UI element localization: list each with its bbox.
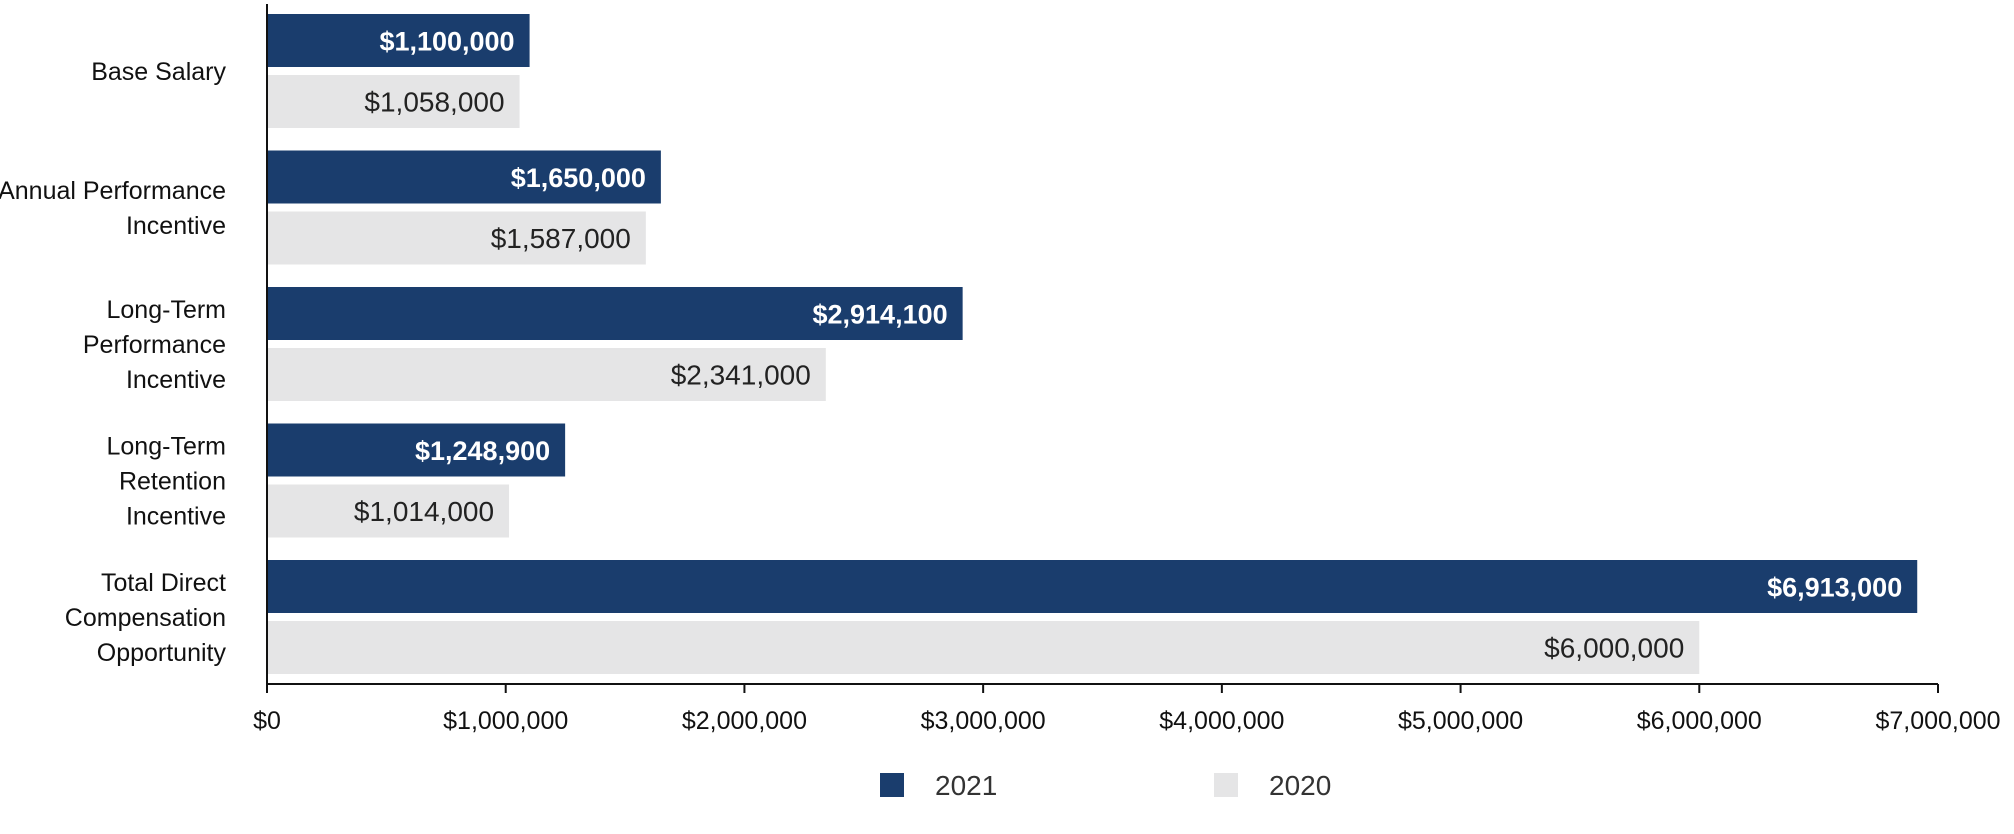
x-tick-label: $5,000,000 [1398,707,1523,735]
bar-2020-0 [267,75,520,128]
bar-2021-1 [267,150,661,204]
category-label-line: Base Salary [91,58,226,86]
x-tick-label: $6,000,000 [1637,707,1762,735]
bar-value-label-2021-2: $2,914,100 [812,300,947,330]
bar-2021-3 [267,423,566,477]
legend-swatch-2021 [880,773,904,797]
bar-2020-3 [267,484,510,538]
bar-value-label-2021-1: $1,650,000 [511,163,646,193]
x-tick-label: $0 [253,707,281,735]
category-label-line: Compensation [65,604,226,632]
bar-2020-1 [267,211,646,265]
legend-swatch-2020 [1214,773,1238,797]
category-label-1: Annual Performance Incentive [0,177,226,240]
category-label-line: Performance [83,331,226,359]
x-tick-label: $3,000,000 [921,707,1046,735]
category-label-line: Opportunity [97,639,227,667]
bar-2021-0 [267,14,530,67]
x-axis: $0 $1,000,000 $2,000,000 $3,000,000 $4,000,0… [253,4,2001,735]
category-label-line: Long-Term [107,433,227,461]
x-tick-label: $4,000,000 [1159,707,1284,735]
bar-value-label-2021-4: $6,913,000 [1767,573,1902,603]
bar-value-label-2020-0: $1,058,000 [364,87,504,118]
bar-value-label-2020-1: $1,587,000 [491,223,631,254]
category-label-line: Incentive [126,212,226,240]
bar-2021-2 [267,287,963,340]
category-label-2: Long-Term Performance Incentive [83,296,226,394]
x-tick-label: $7,000,000 [1875,707,2000,735]
bar-value-label-2021-3: $1,248,900 [415,436,550,466]
x-tick-label: $2,000,000 [682,707,807,735]
x-tick-label: $1,000,000 [443,707,568,735]
category-label-line: Incentive [126,366,226,394]
category-label-0: Base Salary [91,58,226,86]
bar-2020-4 [267,621,1700,674]
bar-2020-2 [267,348,826,401]
bar-value-label-2021-0: $1,100,000 [379,27,514,57]
category-label-line: Incentive [126,503,226,531]
bar-value-label-2020-3: $1,014,000 [354,496,494,527]
legend: 2021 2020 [880,770,1331,801]
bar-2021-4 [267,560,1918,613]
category-label-3: Long-Term Retention Incentive [107,433,227,531]
bars-layer: $1,100,000 $1,058,000 $1,650,000 $1,587,000… [267,14,1918,674]
legend-label-2020: 2020 [1269,770,1331,801]
category-label-4: Total Direct Compensation Opportunity [65,569,227,667]
legend-label-2021: 2021 [935,770,997,801]
category-label-line: Annual Performance [0,177,226,205]
category-label-line: Retention [119,468,226,496]
bar-value-label-2020-2: $2,341,000 [671,360,811,391]
category-label-line: Total Direct [101,569,226,597]
category-label-line: Long-Term [107,296,227,324]
bar-value-label-2020-4: $6,000,000 [1544,633,1684,664]
